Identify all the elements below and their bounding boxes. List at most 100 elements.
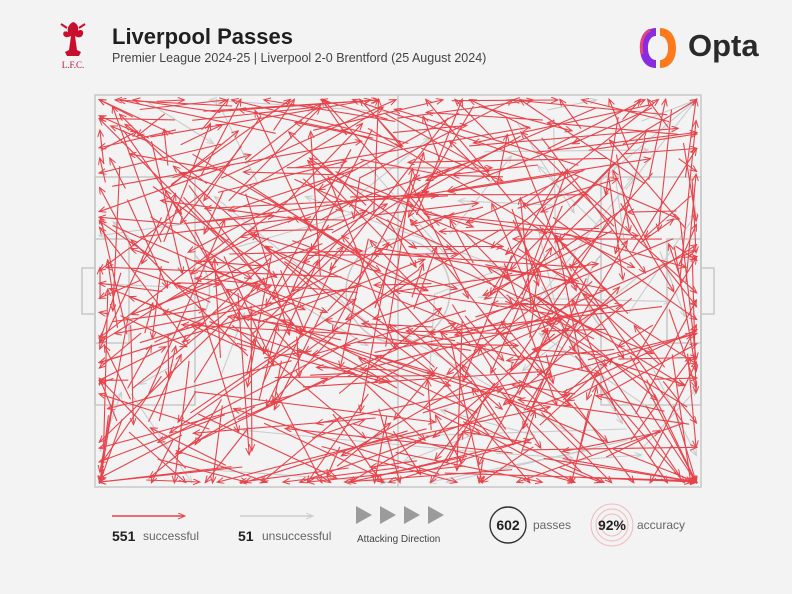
successful-pass-arrow — [475, 305, 518, 318]
successful-pass-arrow — [628, 211, 677, 212]
successful-pass-arrow — [612, 448, 696, 482]
successful-pass-arrow — [180, 125, 222, 146]
successful-pass-arrow — [100, 272, 122, 342]
successful-pass-arrow — [409, 157, 607, 162]
successful-pass-arrow — [326, 320, 456, 342]
successful-pass-arrow — [170, 100, 290, 186]
successful-pass-arrow — [156, 100, 184, 101]
successful-pass-arrow — [167, 131, 237, 189]
unsuccessful-pass-arrow — [244, 430, 480, 453]
successful-pass-arrow — [478, 314, 560, 465]
successful-pass-arrow — [245, 105, 320, 164]
successful-pass-arrow — [308, 393, 369, 482]
right-goal — [700, 267, 715, 315]
successful-pass-arrow — [423, 349, 480, 409]
successful-pass-arrow — [557, 237, 583, 370]
successful-pass-arrow — [309, 465, 465, 482]
successful-pass-arrow — [150, 434, 203, 478]
successful-pass-arrow — [240, 110, 351, 134]
successful-pass-arrow — [365, 383, 424, 439]
successful-pass-arrow — [123, 129, 181, 213]
opta-logo-icon — [639, 28, 676, 68]
successful-pass-arrow — [409, 180, 468, 297]
unsuccessful-pass-arrow — [586, 100, 696, 193]
unsuccessful-pass-arrow — [405, 336, 574, 436]
successful-pass-arrow — [227, 290, 398, 389]
successful-pass-arrow — [506, 294, 607, 366]
successful-pass-arrow — [512, 373, 550, 446]
successful-pass-arrow — [467, 168, 586, 223]
successful-pass-arrow — [184, 257, 271, 341]
successful-pass-arrow — [120, 100, 276, 134]
successful-pass-arrow — [120, 115, 166, 160]
successful-pass-arrow — [583, 190, 697, 292]
successful-pass-arrow — [284, 467, 399, 482]
successful-pass-arrow — [649, 363, 696, 459]
successful-pass-arrow — [547, 100, 644, 150]
successful-pass-arrow — [450, 170, 584, 192]
successful-pass-arrow — [100, 188, 209, 270]
successful-pass-arrow — [280, 269, 305, 331]
successful-pass-arrow — [456, 320, 506, 335]
successful-pass-arrow — [543, 329, 607, 331]
successful-pass-arrow — [266, 149, 352, 305]
successful-pass-arrow — [175, 360, 190, 482]
successful-pass-arrow — [537, 296, 683, 386]
successful-pass-arrow — [100, 393, 296, 448]
page-subtitle: Premier League 2024-25 | Liverpool 2-0 B… — [112, 51, 487, 65]
successful-pass-arrow — [100, 379, 187, 469]
successful-pass-arrow — [411, 220, 520, 360]
successful-pass-arrow — [464, 233, 509, 278]
successful-pass-arrow — [587, 335, 692, 361]
successful-pass-arrow — [600, 360, 679, 475]
successful-pass-arrow — [261, 261, 318, 385]
successful-pass-arrow — [179, 392, 196, 421]
successful-pass-arrow — [451, 221, 474, 264]
successful-pass-arrow — [184, 256, 238, 432]
successful-pass-arrow — [659, 109, 673, 230]
successful-pass-arrow — [671, 354, 691, 483]
successful-pass-arrow — [436, 416, 462, 462]
successful-pass-arrow — [272, 333, 336, 403]
successful-pass-arrow — [609, 100, 630, 150]
successful-pass-arrow — [108, 360, 292, 409]
successful-pass-arrow — [251, 305, 252, 450]
successful-pass-arrow — [385, 169, 413, 347]
successful-pass-arrow — [127, 346, 152, 389]
successful-pass-arrow — [181, 173, 290, 212]
successful-pass-arrow — [144, 304, 153, 334]
successful-pass-arrow — [522, 133, 615, 227]
successful-pass-arrow — [406, 202, 512, 303]
opta-wordmark: Opta — [688, 28, 759, 63]
successful-pass-arrow — [295, 127, 529, 169]
successful-pass-arrow — [426, 100, 514, 203]
successful-pass-arrow — [100, 419, 123, 482]
successful-pass-arrow — [312, 420, 364, 439]
successful-pass-arrow — [619, 324, 654, 346]
unsuccessful-pass-arrow — [659, 251, 685, 316]
successful-pass-arrow — [443, 214, 638, 235]
unsuccessful-pass-arrow — [441, 410, 535, 436]
direction-arrow-icon — [356, 506, 372, 524]
successful-pass-arrow — [569, 234, 634, 268]
successful-pass-arrow — [437, 375, 529, 482]
successful-pass-arrow — [100, 399, 115, 482]
successful-pass-arrow — [112, 126, 149, 142]
successful-pass-arrow — [505, 329, 569, 373]
unsuccessful-pass-arrow — [404, 432, 478, 462]
successful-pass-arrow — [99, 347, 165, 381]
successful-pass-arrow — [229, 251, 361, 255]
successful-pass-arrow — [470, 100, 531, 130]
successful-pass-arrow — [375, 217, 415, 248]
successful-pass-arrow — [418, 276, 456, 288]
successful-pass-arrow — [629, 355, 696, 482]
successful-pass-arrow — [374, 272, 513, 319]
successful-pass-arrow — [249, 230, 334, 231]
successful-pass-arrow — [610, 141, 686, 229]
successful-pass-arrow — [560, 100, 582, 130]
successful-pass-arrow — [183, 325, 360, 335]
successful-pass-arrow — [263, 422, 378, 476]
successful-pass-arrow — [100, 164, 231, 211]
successful-pass-arrow — [302, 372, 543, 388]
successful-pass-arrow — [188, 185, 301, 334]
